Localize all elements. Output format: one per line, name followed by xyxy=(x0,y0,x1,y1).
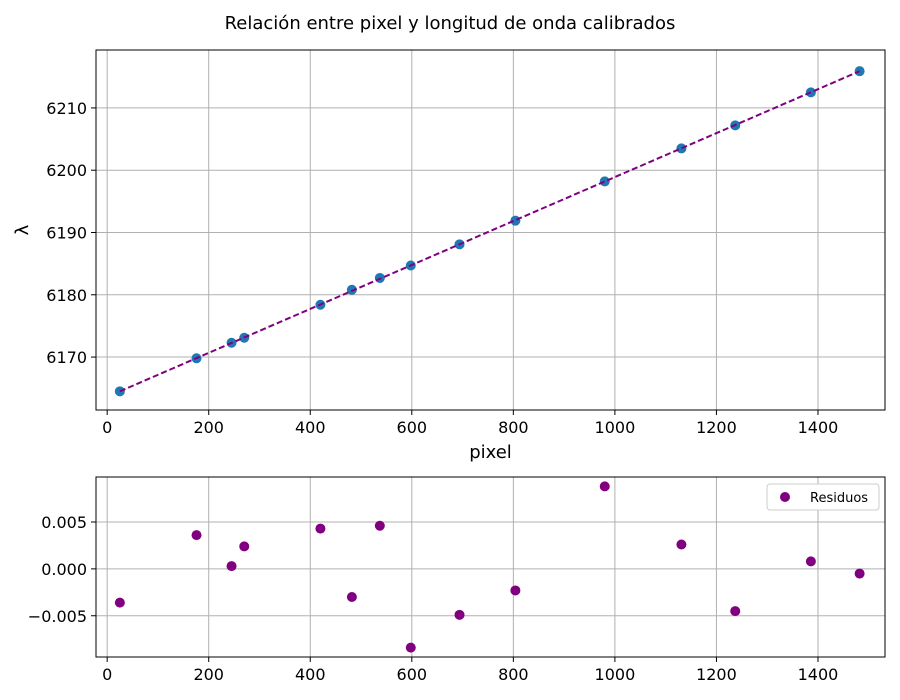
bottom-data-point xyxy=(599,481,610,492)
top-x-tick-label: 1000 xyxy=(595,418,636,437)
top-x-tick-label: 400 xyxy=(295,418,326,437)
bottom-ticks: 0 200 400 600 800 1000 1200 1400 −0.005 0.000 0.00… xyxy=(28,513,839,684)
top-x-axis-label: pixel xyxy=(469,442,512,463)
top-plot-frame xyxy=(95,49,886,411)
legend-box xyxy=(766,483,880,511)
bottom-data-point xyxy=(374,520,385,531)
top-y-tick-label: 6210 xyxy=(46,99,87,118)
top-x-tick-label: 0 xyxy=(102,418,112,437)
top-ticks: 0 200 400 600 800 1000 1200 1400 6170 6180 6190 620… xyxy=(46,99,838,437)
top-fit-line xyxy=(119,70,861,393)
top-y-tick-label: 6190 xyxy=(46,223,87,242)
bottom-data-point xyxy=(510,585,521,596)
bottom-data-point xyxy=(854,568,865,579)
bottom-x-tick-label: 800 xyxy=(498,665,529,684)
legend-label: Residuos xyxy=(810,491,868,506)
top-y-axis-label: λ xyxy=(12,224,33,235)
bottom-x-tick-label: 400 xyxy=(295,665,326,684)
bottom-y-tick-label: 0.000 xyxy=(41,560,87,579)
legend: Residuos xyxy=(766,483,880,511)
bottom-data-point xyxy=(805,556,816,567)
top-y-tick-label: 6200 xyxy=(46,161,87,180)
bottom-y-tick-label: 0.005 xyxy=(41,513,87,532)
top-data-point xyxy=(599,176,610,187)
bottom-marks xyxy=(114,481,865,653)
top-data-point xyxy=(676,143,687,154)
bottom-x-tick-label: 1200 xyxy=(696,665,737,684)
top-marks xyxy=(114,66,865,397)
top-data-point xyxy=(346,284,357,295)
bottom-chart: 0 200 400 600 800 1000 1200 1400 −0.005 0.000 0.00… xyxy=(28,476,886,684)
bottom-data-point xyxy=(315,523,326,534)
bottom-data-point xyxy=(239,541,250,552)
top-x-tick-label: 600 xyxy=(397,418,428,437)
bottom-x-tick-label: 0 xyxy=(102,665,112,684)
bottom-data-point xyxy=(346,592,357,602)
top-x-tick-label: 800 xyxy=(498,418,529,437)
bottom-data-point xyxy=(454,609,465,620)
top-y-tick-label: 6180 xyxy=(46,286,87,305)
bottom-x-tick-label: 1000 xyxy=(595,665,636,684)
bottom-data-point xyxy=(730,606,741,617)
top-grid xyxy=(96,50,885,410)
bottom-data-point xyxy=(405,642,416,653)
top-y-tick-label: 6170 xyxy=(46,348,87,367)
bottom-x-tick-label: 600 xyxy=(397,665,428,684)
bottom-x-tick-label: 1400 xyxy=(798,665,839,684)
bottom-data-point xyxy=(676,539,687,550)
bottom-x-tick-label: 200 xyxy=(193,665,224,684)
bottom-data-point xyxy=(191,530,202,541)
bottom-plot-frame xyxy=(95,476,886,658)
figure-title: Relación entre pixel y longitud de onda … xyxy=(225,13,676,34)
top-chart: 0 200 400 600 800 1000 1200 1400 6170 6180 6190 620… xyxy=(12,49,886,463)
top-x-tick-label: 200 xyxy=(193,418,224,437)
top-x-tick-label: 1200 xyxy=(696,418,737,437)
bottom-data-point xyxy=(226,561,237,572)
bottom-data-point xyxy=(114,597,125,608)
top-x-tick-label: 1400 xyxy=(798,418,839,437)
bottom-y-tick-label: −0.005 xyxy=(28,607,87,626)
legend-marker xyxy=(780,492,790,502)
